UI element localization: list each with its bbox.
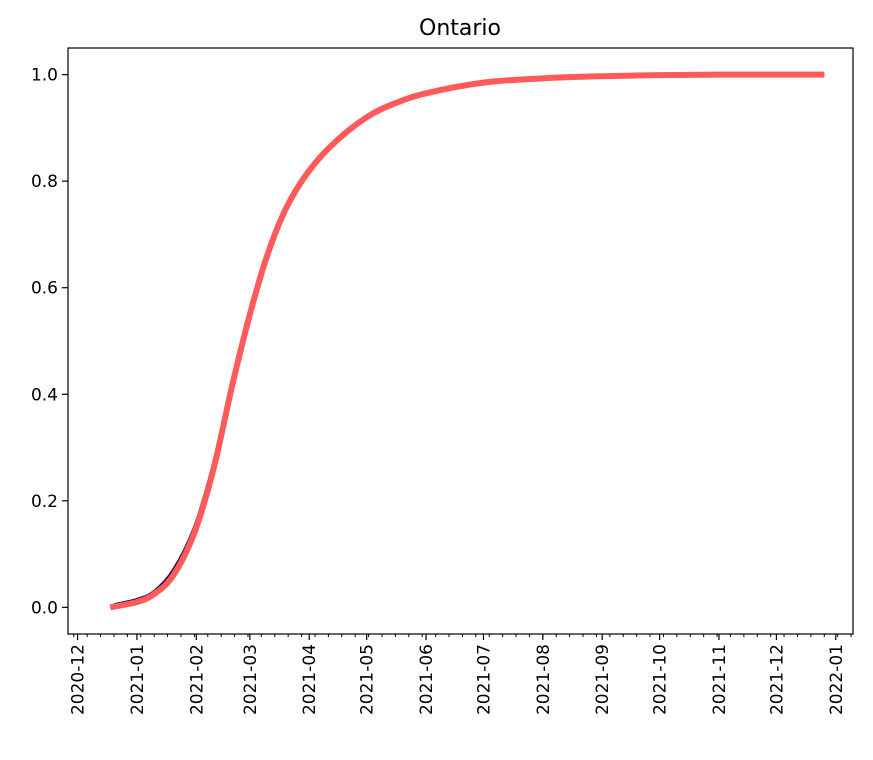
y-tick-label: 0.8 [31,172,58,192]
x-tick-label: 2021-08 [534,644,554,715]
series-line-1 [113,73,825,607]
plot-frame [67,47,854,635]
x-tick-label: 2020-12 [69,644,89,715]
y-tick-label: 0.6 [31,279,58,299]
series-group [109,71,825,611]
x-tick-label: 2022-01 [827,644,847,715]
axes: 0.0 0.2 0.4 0.6 0.8 1.0 2020-12 2021-01 2021-02 2… [31,66,852,715]
y-tick-label: 0.2 [31,492,58,512]
x-tick-label: 2021-07 [474,644,494,715]
x-tick-label: 2021-04 [300,644,320,715]
x-tick-label: 2021-12 [767,644,787,715]
y-tick-label: 0.0 [31,598,58,618]
x-tick-label: 2021-06 [417,644,437,715]
x-tick-label: 2021-10 [651,644,671,715]
x-tick-label: 2021-09 [593,644,613,715]
series-line-2 [109,71,825,611]
x-tick-label: 2021-01 [128,644,148,715]
chart-title: Ontario [419,16,501,41]
y-tick-label: 0.4 [31,385,58,405]
x-tick-label: 2021-03 [241,644,261,715]
x-tick-label: 2021-11 [710,644,730,715]
x-tick-label: 2021-05 [358,644,378,715]
y-tick-label: 1.0 [31,66,58,86]
x-tick-label: 2021-02 [187,644,207,715]
